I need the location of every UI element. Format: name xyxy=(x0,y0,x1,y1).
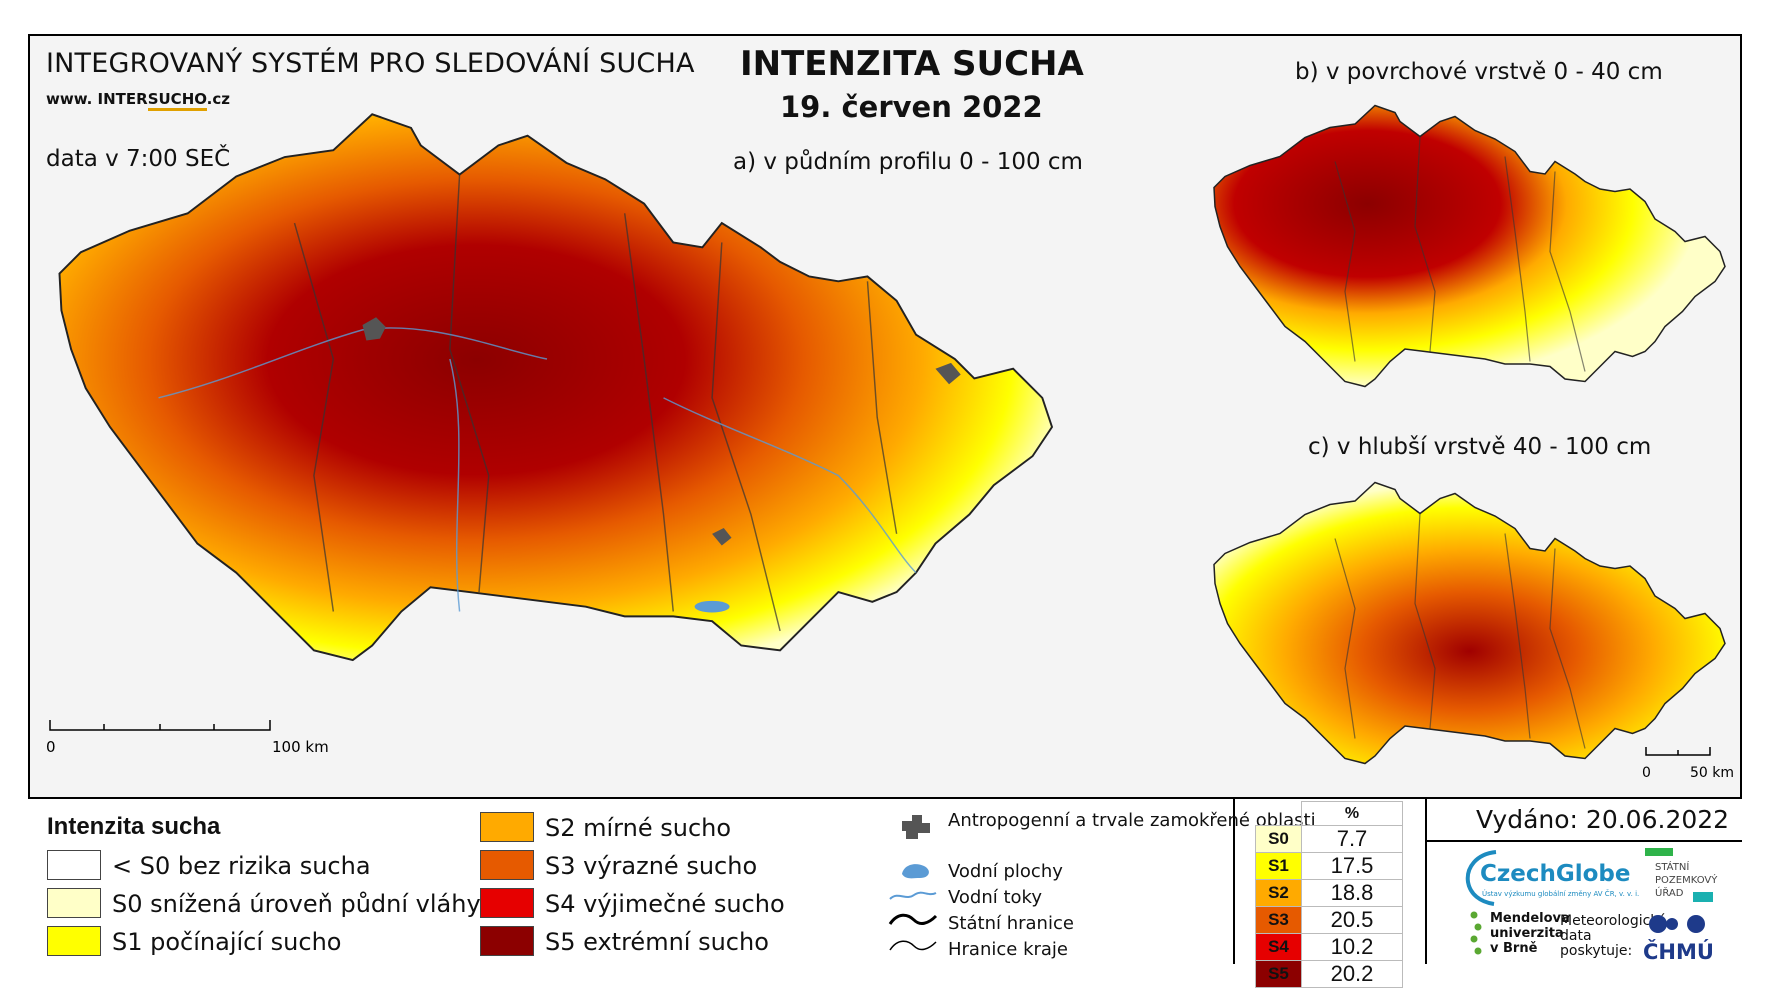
legend-title: Intenzita sucha xyxy=(47,813,221,840)
scale-small-end: 50 km xyxy=(1690,765,1734,781)
mendel-logo-icon xyxy=(1470,911,1482,955)
stats-value: 20.2 xyxy=(1301,960,1403,988)
region-border-icon xyxy=(889,940,937,951)
class-swatch xyxy=(47,926,101,956)
czechglobe-logo-icon xyxy=(1465,850,1497,906)
stats-row: S5 20.2 xyxy=(1255,960,1403,988)
stats-code: S4 xyxy=(1255,933,1302,961)
class-label: S4 výjimečné sucho xyxy=(545,890,785,918)
map-c-label: c) v hlubší vrstvě 40 - 100 cm xyxy=(1308,434,1652,460)
river-icon xyxy=(889,891,937,900)
stats-header-empty xyxy=(1256,802,1302,826)
stats-row: S0 7.7 xyxy=(1255,825,1403,853)
scale-small-zero: 0 xyxy=(1642,765,1651,781)
stats-row: S3 20.5 xyxy=(1255,906,1403,934)
class-label: S0 snížená úroveň půdní vláhy xyxy=(112,890,481,918)
stats-row: S1 17.5 xyxy=(1255,852,1403,880)
url-suffix: .cz xyxy=(206,90,230,108)
spu-logo-icon xyxy=(1645,848,1673,856)
stats-code: S1 xyxy=(1255,852,1302,880)
legend-divider xyxy=(1425,797,1427,964)
czechglobe-subtitle: Ústav výzkumu globální změny AV ČR, v. v… xyxy=(1482,890,1640,898)
scale-end: 100 km xyxy=(272,738,329,756)
scale-zero: 0 xyxy=(46,738,56,756)
chmu-logo-icon xyxy=(1649,915,1705,933)
symbol-label-state: Státní hranice xyxy=(948,913,1074,934)
class-swatch xyxy=(47,888,101,918)
chmu-logo: ČHMÚ xyxy=(1643,940,1714,964)
deep-layer-map xyxy=(1213,481,1726,765)
main-drought-map xyxy=(58,113,1053,662)
legend-divider xyxy=(1233,797,1235,964)
stats-header-row: % xyxy=(1256,801,1403,826)
region-border xyxy=(293,174,898,632)
stats-value: 18.8 xyxy=(1301,879,1403,907)
water-body xyxy=(694,600,730,613)
stats-value: 17.5 xyxy=(1301,852,1403,880)
class-swatch xyxy=(480,850,534,880)
issued-divider xyxy=(1425,840,1742,842)
drought-stats-table: % S0 7.7 S1 17.5 S2 18.8 S3 20.5 S4 10.2… xyxy=(1255,801,1403,988)
scale-bar-small: 0 50 km xyxy=(1642,747,1734,781)
class-label: S3 výrazné sucho xyxy=(545,852,758,880)
map-a-label: a) v půdním profilu 0 - 100 cm xyxy=(733,149,1083,175)
stats-row: S4 10.2 xyxy=(1255,933,1403,961)
class-swatch xyxy=(480,926,534,956)
system-name: INTEGROVANÝ SYSTÉM PRO SLEDOVÁNÍ SUCHA xyxy=(46,48,695,79)
map-b-label: b) v povrchové vrstvě 0 - 40 cm xyxy=(1295,59,1663,85)
website-url[interactable]: www. INTERSUCHO.cz xyxy=(46,90,230,111)
url-highlight: SUCHO xyxy=(147,90,207,111)
class-swatch xyxy=(480,812,534,842)
map-title: INTENZITA SUCHA xyxy=(740,44,1084,84)
symbol-label-urban: Antropogenní a trvale zamokřené oblasti xyxy=(948,810,1316,831)
map-date: 19. červen 2022 xyxy=(780,90,1043,124)
urban-area-icon xyxy=(902,815,930,839)
spu-logo-mark xyxy=(1693,892,1713,902)
mendel-logo: Mendelova univerzita v Brně xyxy=(1490,911,1570,956)
stats-value: 7.7 xyxy=(1301,825,1403,853)
stats-code: S5 xyxy=(1255,960,1302,988)
stats-value: 10.2 xyxy=(1301,933,1403,961)
met-data-text: Meteorologická data poskytuje: xyxy=(1560,913,1667,959)
stats-code: S0 xyxy=(1255,825,1302,853)
stats-header: % xyxy=(1301,801,1403,826)
data-time: data v 7:00 SEČ xyxy=(46,146,231,172)
class-label: S2 mírné sucho xyxy=(545,814,732,842)
state-border-icon xyxy=(888,913,938,925)
symbol-label-region: Hranice kraje xyxy=(948,939,1068,960)
scale-bar-main: 0 100 km xyxy=(46,720,329,756)
stats-code: S3 xyxy=(1255,906,1302,934)
spu-logo: STÁTNÍ POZEMKOVÝ ÚŘAD xyxy=(1655,862,1718,899)
class-label: < S0 bez rizika sucha xyxy=(112,852,371,880)
symbol-label-water: Vodní plochy xyxy=(948,861,1063,882)
water-body-icon xyxy=(902,864,929,879)
class-label: S5 extrémní sucho xyxy=(545,928,769,956)
stats-code: S2 xyxy=(1255,879,1302,907)
issued-date: Vydáno: 20.06.2022 xyxy=(1476,805,1730,834)
stats-value: 20.5 xyxy=(1301,906,1403,934)
river xyxy=(158,327,917,612)
surface-layer-map xyxy=(1213,104,1726,388)
url-prefix: www. INTER xyxy=(46,90,148,108)
czechglobe-logo: CzechGlobe xyxy=(1480,861,1631,887)
symbol-label-river: Vodní toky xyxy=(948,887,1042,908)
class-swatch xyxy=(480,888,534,918)
legend-panel xyxy=(28,797,1742,964)
class-label: S1 počínající sucho xyxy=(112,928,342,956)
class-swatch xyxy=(47,850,101,880)
stats-row: S2 18.8 xyxy=(1255,879,1403,907)
